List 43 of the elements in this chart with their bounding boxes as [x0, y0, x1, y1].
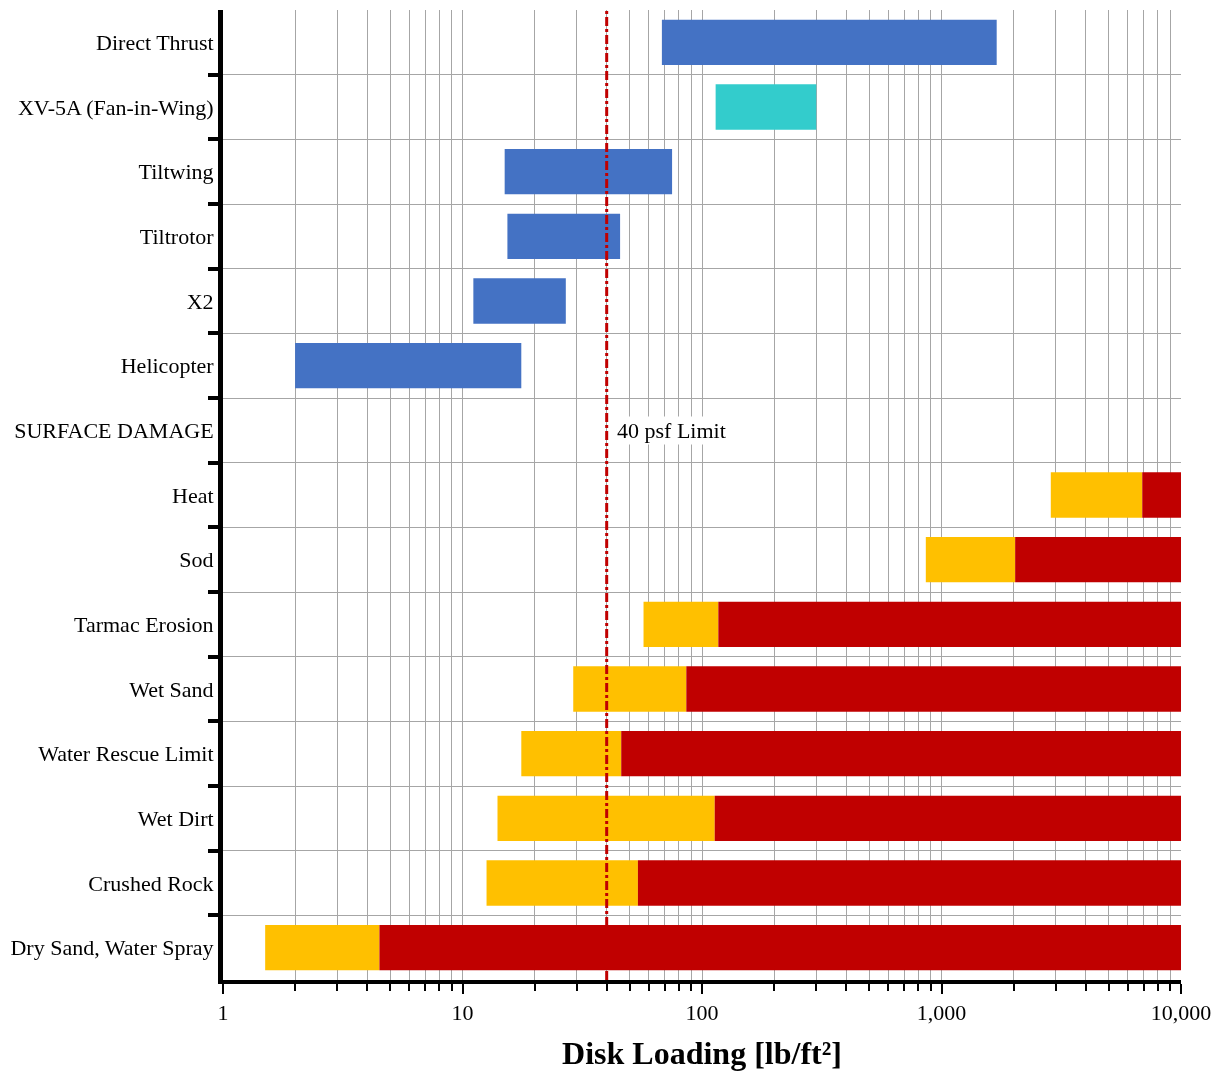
y-tick-label: Direct Thrust — [96, 30, 214, 56]
x-tick-label: 1,000 — [916, 1000, 967, 1026]
annotation: 40 psf Limit — [617, 418, 726, 443]
bar — [521, 731, 622, 777]
bar — [686, 666, 1181, 712]
bar — [643, 601, 719, 647]
bar — [1142, 472, 1181, 518]
bar — [715, 84, 817, 130]
y-tick-label: Crushed Rock — [88, 870, 214, 896]
y-tick-label: Wet Sand — [129, 676, 214, 702]
bar — [925, 537, 1016, 583]
y-tick-label: X2 — [186, 288, 214, 314]
bar — [295, 343, 522, 389]
bar — [1050, 472, 1143, 518]
y-tick-label: SURFACE DAMAGE — [14, 418, 214, 444]
bar — [621, 731, 1181, 777]
y-tick-label: XV-5A (Fan-in-Wing) — [17, 94, 214, 120]
bar — [473, 278, 566, 324]
bar — [714, 795, 1181, 841]
y-tick-label: Heat — [172, 482, 214, 508]
bar — [1015, 537, 1181, 583]
bar — [265, 925, 380, 971]
y-tick-label: Dry Sand, Water Spray — [10, 935, 214, 961]
bar — [507, 213, 621, 259]
bar — [637, 860, 1181, 906]
bar — [573, 666, 687, 712]
y-tick-label: Water Rescue Limit — [38, 741, 214, 767]
y-tick-label: Tarmac Erosion — [74, 612, 214, 638]
y-tick-label: Helicopter — [120, 353, 215, 379]
bar — [504, 149, 673, 195]
x-tick-label: 100 — [685, 1000, 719, 1026]
x-tick-label: 1 — [217, 1000, 229, 1026]
x-tick-label: 10 — [451, 1000, 474, 1026]
y-tick-label: Wet Dirt — [137, 806, 214, 832]
bar — [661, 19, 997, 65]
bar — [486, 860, 638, 906]
x-axis-title: Disk Loading [lb/ft²] — [562, 1034, 842, 1071]
y-tick-label: Sod — [179, 547, 214, 573]
y-tick-label: Tiltwing — [138, 159, 214, 185]
y-tick-label: Tiltrotor — [139, 224, 215, 250]
x-tick-label: 10,000 — [1150, 1000, 1212, 1026]
bar — [718, 601, 1181, 647]
bar — [497, 795, 715, 841]
